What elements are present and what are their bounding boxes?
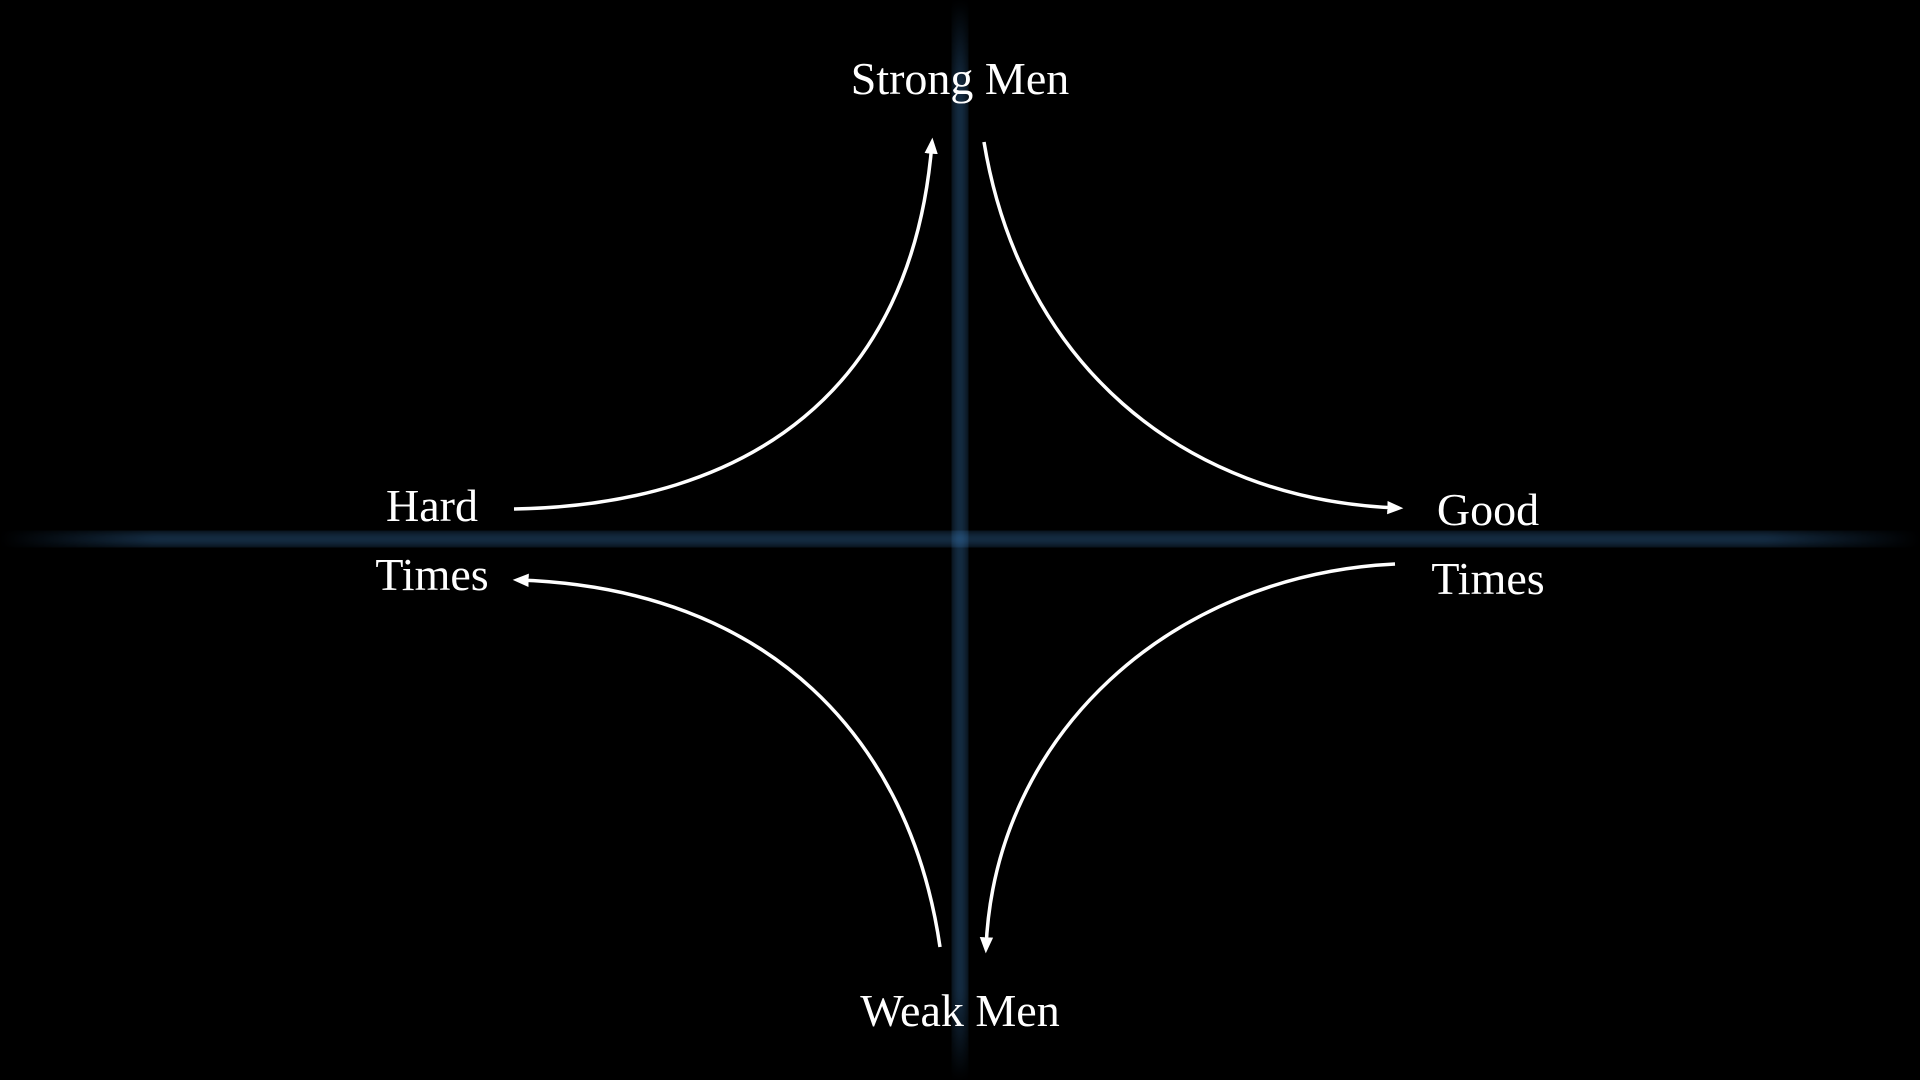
arrow-hard-to-strong bbox=[513, 137, 938, 511]
label-times-left: Times bbox=[375, 549, 489, 600]
label-strong-men: Strong Men bbox=[850, 53, 1070, 104]
label-good: Good bbox=[1436, 484, 1540, 535]
label-hard: Hard bbox=[386, 480, 478, 531]
label-weak-men: Weak Men bbox=[860, 985, 1060, 1036]
arrow-good-to-weak bbox=[979, 562, 1396, 954]
arrow-strong-to-good bbox=[982, 141, 1404, 515]
arrow-weak-to-hard bbox=[512, 573, 942, 948]
label-times-right: Times bbox=[1431, 553, 1545, 604]
